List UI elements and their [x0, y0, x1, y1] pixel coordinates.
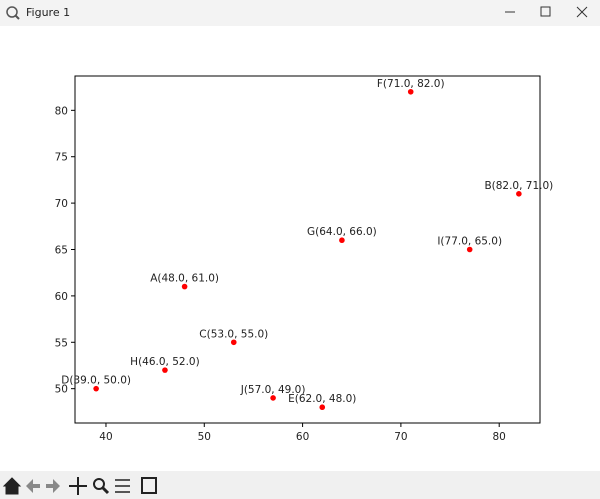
point-label: D(39.0, 50.0) [61, 375, 131, 387]
point [230, 339, 237, 346]
configure-button[interactable] [115, 479, 130, 493]
pan-button[interactable] [69, 477, 87, 495]
point [407, 88, 414, 95]
toolbar [0, 471, 600, 499]
point [466, 246, 473, 253]
forward-button[interactable] [46, 479, 60, 493]
save-button[interactable] [141, 477, 157, 494]
point-label: G(64.0, 66.0) [307, 226, 377, 238]
plot-area [74, 75, 541, 424]
y-tick-label: 80 [55, 105, 68, 117]
point [339, 237, 345, 244]
point-label: J(57.0, 49.0) [240, 384, 306, 396]
y-tick-label: 50 [55, 384, 68, 396]
x-tick-label: 80 [493, 431, 506, 443]
back-button[interactable] [26, 479, 40, 493]
y-tick-label: 55 [55, 337, 68, 349]
y-tick-label: 70 [55, 198, 68, 210]
x-tick-label: 50 [198, 431, 211, 443]
point-label: I(77.0, 65.0) [437, 236, 502, 248]
point [270, 395, 276, 401]
point [181, 283, 188, 290]
point [516, 191, 522, 197]
window-title: Figure 1 [26, 6, 70, 19]
plot: 40 50 60 70 80 50 55 60 65 70 75 80 A(48.0, 61.0) B(8… [55, 78, 554, 443]
point [162, 367, 168, 373]
point-label: F(71.0, 82.0) [377, 78, 445, 90]
zoom-button[interactable] [93, 478, 110, 495]
point-label: A(48.0, 61.0) [150, 273, 219, 285]
point [93, 385, 99, 392]
point-label: C(53.0, 55.0) [199, 328, 268, 340]
point-label: H(46.0, 52.0) [130, 356, 200, 368]
x-tick-label: 60 [296, 431, 309, 443]
point-label: E(62.0, 48.0) [288, 393, 356, 405]
y-tick-label: 60 [55, 291, 68, 303]
close-button[interactable] [576, 6, 588, 18]
x-tick-label: 40 [99, 431, 112, 443]
title-bar [0, 0, 600, 26]
app-icon [6, 6, 20, 20]
home-button[interactable] [2, 477, 22, 495]
x-tick-label: 70 [394, 431, 407, 443]
y-tick-label: 75 [55, 152, 68, 164]
y-tick-label: 65 [55, 245, 68, 257]
toolbar-icons [2, 477, 157, 495]
point-label: B(82.0, 71.0) [484, 180, 553, 192]
maximize-button[interactable] [540, 6, 551, 17]
point [319, 404, 326, 411]
